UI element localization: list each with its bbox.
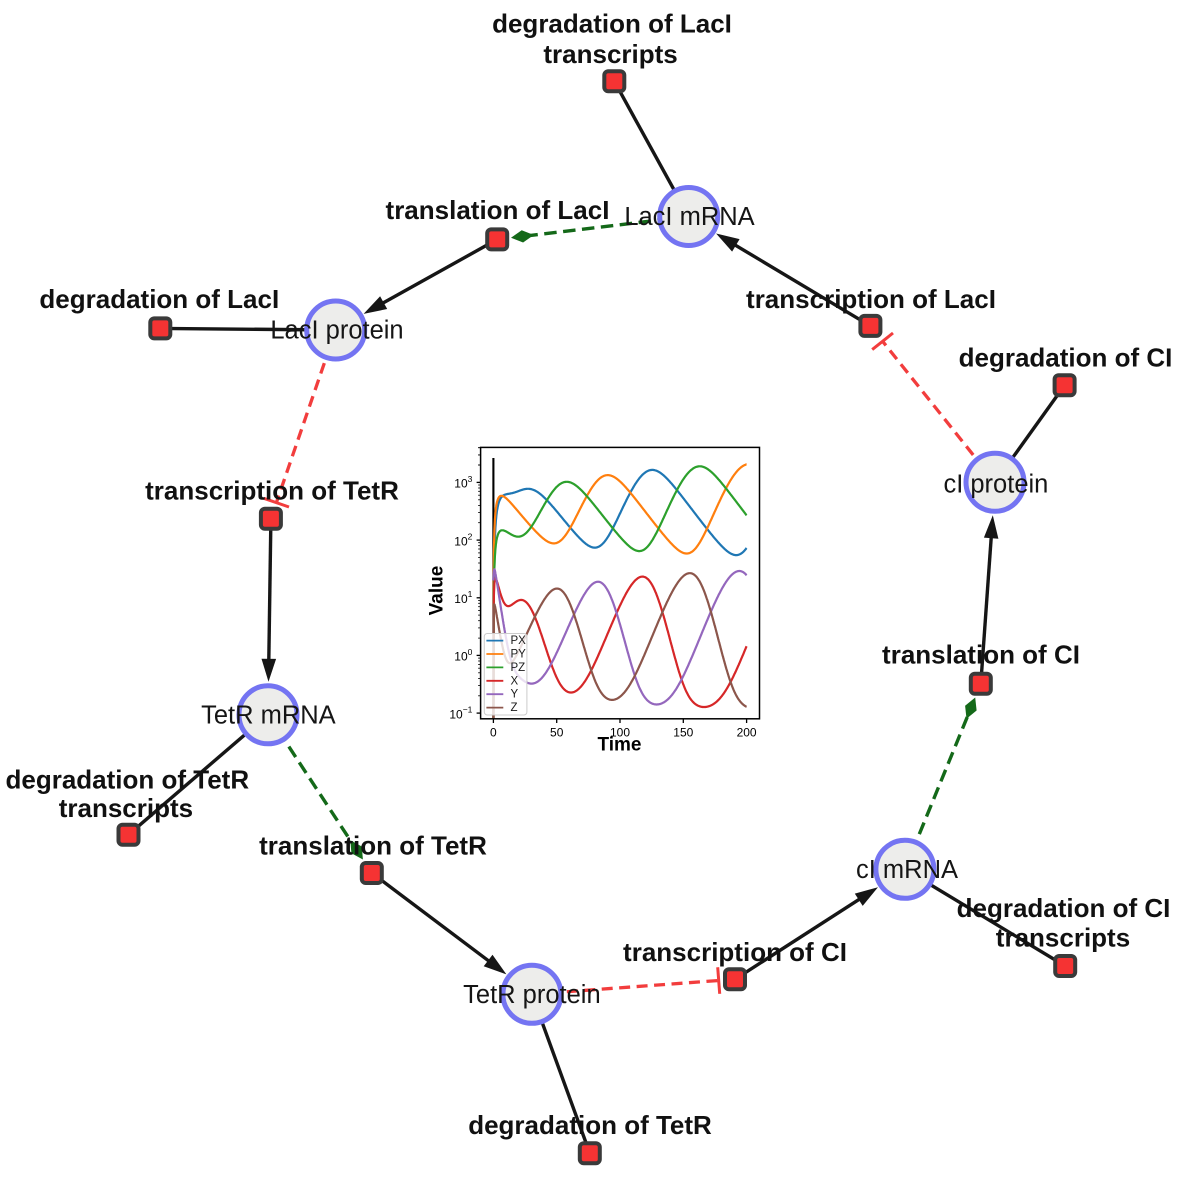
svg-text:transcripts: transcripts [996, 922, 1130, 952]
svg-text:cI protein: cI protein [943, 471, 1048, 499]
svg-text:degradation of CI: degradation of CI [959, 343, 1173, 373]
svg-text:100: 100 [610, 726, 630, 740]
svg-text:200: 200 [737, 726, 757, 740]
svg-text:translation of CI: translation of CI [882, 640, 1080, 670]
svg-text:translation of TetR: translation of TetR [259, 831, 487, 861]
svg-text:Time: Time [597, 735, 641, 756]
svg-text:TetR mRNA: TetR mRNA [201, 701, 336, 729]
svg-text:degradation of LacI: degradation of LacI [39, 284, 279, 314]
svg-text:TetR protein: TetR protein [463, 981, 601, 1009]
svg-text:degradation of TetR: degradation of TetR [5, 765, 249, 795]
svg-text:50: 50 [550, 726, 564, 740]
svg-text:Y: Y [511, 689, 519, 701]
svg-text:degradation of CI: degradation of CI [957, 893, 1171, 923]
svg-text:150: 150 [673, 726, 693, 740]
svg-text:transcription of TetR: transcription of TetR [145, 476, 399, 506]
svg-text:PX: PX [511, 635, 527, 647]
svg-text:PZ: PZ [511, 662, 526, 674]
svg-text:transcripts: transcripts [59, 793, 193, 823]
svg-text:LacI protein: LacI protein [270, 317, 403, 345]
svg-text:0: 0 [490, 726, 497, 740]
svg-text:degradation of TetR: degradation of TetR [468, 1110, 712, 1140]
svg-text:transcription of CI: transcription of CI [623, 937, 847, 967]
svg-text:cI mRNA: cI mRNA [856, 856, 958, 884]
svg-text:translation of LacI: translation of LacI [386, 195, 610, 225]
svg-text:degradation of LacI: degradation of LacI [492, 9, 732, 39]
svg-text:PY: PY [511, 649, 527, 661]
svg-text:transcription of LacI: transcription of LacI [746, 284, 996, 314]
svg-text:transcripts: transcripts [543, 39, 677, 69]
svg-text:X: X [511, 675, 519, 687]
svg-text:Z: Z [511, 702, 518, 714]
svg-text:LacI mRNA: LacI mRNA [624, 203, 754, 231]
svg-text:Value: Value [427, 566, 448, 616]
